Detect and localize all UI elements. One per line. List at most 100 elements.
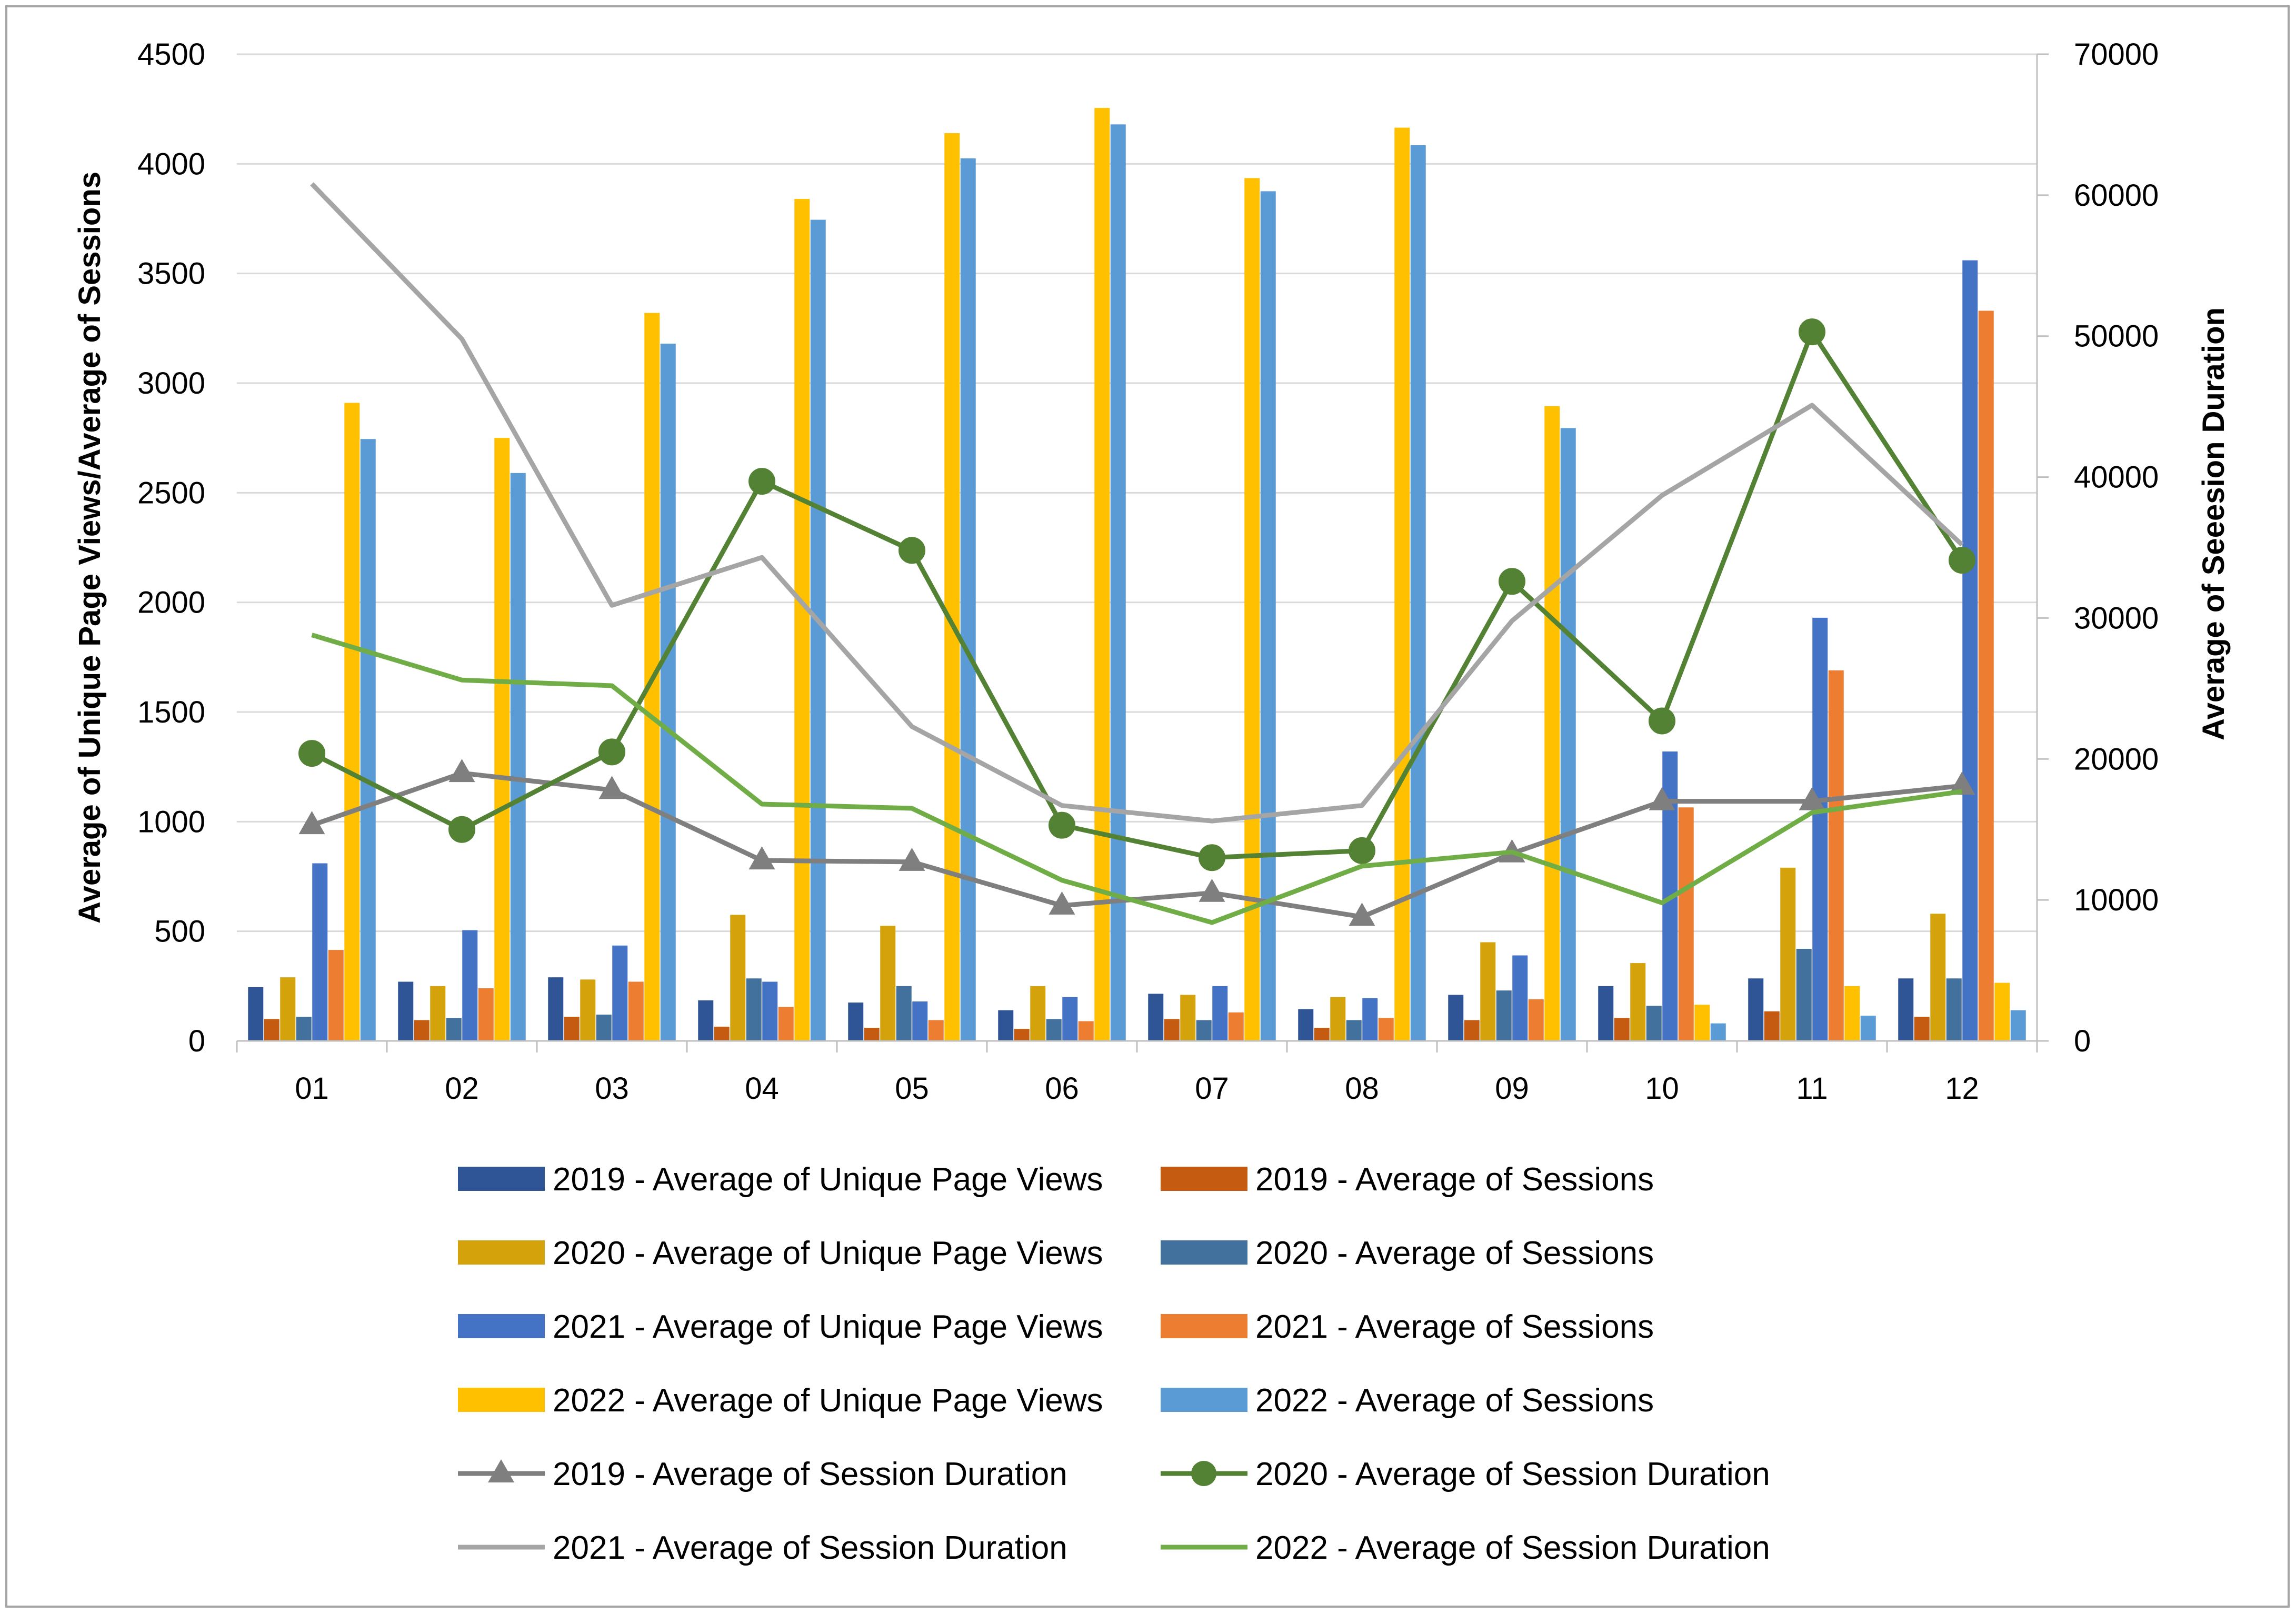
bar [360,439,376,1041]
legend-swatch [1161,1388,1247,1412]
bar [1014,1029,1030,1041]
y-left-tick-label: 0 [188,1024,205,1058]
bar [1544,406,1560,1041]
y-left-tick-label: 4000 [137,147,205,181]
line-point [1799,787,1825,810]
bar [1780,867,1796,1041]
line-point [748,846,775,870]
bar [1148,994,1164,1041]
line-point [1349,837,1375,864]
bar [1764,1011,1780,1041]
bar [1678,807,1694,1041]
bar [698,1000,714,1041]
bar [1180,995,1196,1041]
line-point [1049,811,1075,839]
line-point [748,468,775,495]
bar [794,199,810,1041]
bar [494,438,510,1041]
legend-label: 2021 - Average of Session Duration [553,1530,1067,1566]
bar [280,977,296,1041]
legend-swatch [1161,1314,1247,1338]
series-line [311,633,1963,925]
x-tick-label: 01 [295,1071,329,1106]
x-tick-label: 07 [1195,1071,1229,1106]
y-left-tick-label: 1000 [137,805,205,839]
bar [864,1028,880,1041]
legend-marker [1191,1461,1216,1486]
chart-frame [5,5,2290,1608]
bar [328,950,344,1041]
bar [998,1010,1014,1041]
bar [896,986,912,1041]
y-right-tick-label: 20000 [2074,742,2159,776]
bar [414,1020,430,1041]
bar [1110,124,1126,1041]
bar [1330,997,1346,1041]
line-point [1199,844,1225,871]
y-right-tick-label: 0 [2074,1024,2091,1058]
bar [296,1017,312,1041]
bar [810,219,826,1041]
bar [1630,963,1646,1041]
line-point [1349,903,1375,926]
bar [462,930,478,1041]
bar [248,987,264,1041]
bar [1898,978,1914,1041]
bar [580,979,596,1041]
legend-label: 2019 - Average of Session Duration [553,1456,1067,1492]
legend-label: 2022 - Average of Session Duration [1255,1530,1770,1566]
bar [1212,986,1228,1041]
y-axis-left-title: Average of Unique Page Views/Average of … [73,172,107,924]
bar [1448,995,1464,1041]
legend-label: 2020 - Average of Session Duration [1255,1456,1770,1492]
x-tick-label: 12 [1945,1071,1979,1106]
bar [1480,942,1496,1041]
bar [510,473,526,1041]
legend-label: 2022 - Average of Unique Page Views [553,1382,1103,1419]
bar [1196,1020,1212,1041]
bar [1844,986,1860,1041]
bar [1860,1016,1876,1041]
bar [848,1003,864,1041]
y-right-tick-label: 40000 [2074,460,2159,495]
bar [398,981,414,1041]
bar [596,1015,612,1041]
line-point [598,776,625,799]
legend-swatch [458,1388,545,1412]
bar [1164,1019,1180,1041]
bar [1978,310,1994,1041]
bar [714,1026,730,1041]
x-tick-label: 04 [745,1071,779,1106]
bar [1260,191,1276,1041]
x-tick-label: 11 [1796,1071,1828,1106]
y-left-tick-label: 3000 [137,366,205,400]
bar [1410,145,1426,1041]
legend-label: 2019 - Average of Sessions [1255,1161,1654,1198]
bar [1930,914,1946,1041]
y-left-tick-label: 4500 [137,37,205,72]
bar [778,1007,794,1041]
bar [2010,1010,2026,1041]
series-line [311,329,1964,860]
bar [1094,108,1110,1041]
bar [746,978,762,1041]
line-point [1199,878,1225,902]
line-point [448,816,475,843]
bar [1394,127,1410,1041]
bar [1914,1017,1930,1041]
legend-marker [488,1459,514,1482]
y-left-tick-label: 2000 [137,586,205,620]
bar [1962,260,1978,1041]
y-right-tick-label: 10000 [2074,883,2159,917]
y-axis-right-title: Average of Seeesion Duration [2197,307,2231,740]
legend-label: 2021 - Average of Unique Page Views [553,1309,1103,1345]
y-left-tick-label: 3500 [137,257,205,291]
y-left-tick-label: 500 [154,915,205,949]
legend-swatch [1161,1167,1247,1191]
legend-label: 2020 - Average of Sessions [1255,1235,1654,1271]
bar [1646,1006,1662,1041]
bar [548,977,564,1041]
x-tick-label: 09 [1495,1071,1529,1106]
bar [264,1019,279,1041]
bar [928,1020,944,1041]
